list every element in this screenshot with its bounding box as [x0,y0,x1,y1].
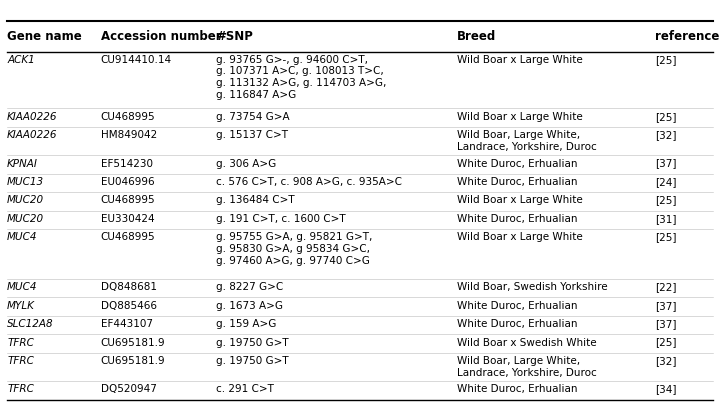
Text: [22]: [22] [655,282,677,292]
Text: CU468995: CU468995 [101,232,156,242]
Text: g. 136484 C>T: g. 136484 C>T [216,195,294,206]
Text: ACK1: ACK1 [7,55,35,65]
Text: EU330424: EU330424 [101,214,154,224]
Text: DQ520947: DQ520947 [101,384,157,394]
Text: CU695181.9: CU695181.9 [101,356,166,366]
Text: TFRC: TFRC [7,356,34,366]
Text: g. 95755 G>A, g. 95821 G>T,
g. 95830 G>A, g 95834 G>C,
g. 97460 A>G, g. 97740 C>: g. 95755 G>A, g. 95821 G>T, g. 95830 G>A… [216,232,372,266]
Text: [25]: [25] [655,55,677,65]
Text: Wild Boar, Large White,
Landrace, Yorkshire, Duroc: Wild Boar, Large White, Landrace, Yorksh… [457,356,597,378]
Text: MUC13: MUC13 [7,177,45,187]
Text: g. 159 A>G: g. 159 A>G [216,319,276,329]
Text: g. 15137 C>T: g. 15137 C>T [216,130,288,140]
Text: TFRC: TFRC [7,384,34,394]
Text: Wild Boar x Large White: Wild Boar x Large White [457,195,583,206]
Text: DQ848681: DQ848681 [101,282,157,292]
Text: reference: reference [655,30,719,42]
Text: [32]: [32] [655,356,677,366]
Text: c. 576 C>T, c. 908 A>G, c. 935A>C: c. 576 C>T, c. 908 A>G, c. 935A>C [216,177,402,187]
Text: g. 306 A>G: g. 306 A>G [216,159,276,169]
Text: c. 291 C>T: c. 291 C>T [216,384,274,394]
Text: HM849042: HM849042 [101,130,157,140]
Text: g. 191 C>T, c. 1600 C>T: g. 191 C>T, c. 1600 C>T [216,214,346,224]
Text: MUC20: MUC20 [7,214,45,224]
Text: CU695181.9: CU695181.9 [101,337,166,348]
Text: [25]: [25] [655,337,677,348]
Text: White Duroc, Erhualian: White Duroc, Erhualian [457,177,577,187]
Text: [37]: [37] [655,319,677,329]
Text: [25]: [25] [655,195,677,206]
Text: Wild Boar, Large White,
Landrace, Yorkshire, Duroc: Wild Boar, Large White, Landrace, Yorksh… [457,130,597,152]
Text: #SNP: #SNP [216,30,253,42]
Text: g. 93765 G>-, g. 94600 C>T,
g. 107371 A>C, g. 108013 T>C,
g. 113132 A>G, g. 1147: g. 93765 G>-, g. 94600 C>T, g. 107371 A>… [216,55,387,100]
Text: [25]: [25] [655,112,677,122]
Text: [24]: [24] [655,177,677,187]
Text: Wild Boar x Large White: Wild Boar x Large White [457,112,583,122]
Text: [34]: [34] [655,384,677,394]
Text: EU046996: EU046996 [101,177,154,187]
Text: [32]: [32] [655,130,677,140]
Text: [31]: [31] [655,214,677,224]
Text: Wild Boar x Swedish White: Wild Boar x Swedish White [457,337,597,348]
Text: EF443107: EF443107 [101,319,153,329]
Text: Breed: Breed [457,30,497,42]
Text: SLC12A8: SLC12A8 [7,319,54,329]
Text: White Duroc, Erhualian: White Duroc, Erhualian [457,384,577,394]
Text: Wild Boar x Large White: Wild Boar x Large White [457,55,583,65]
Text: Wild Boar x Large White: Wild Boar x Large White [457,232,583,242]
Text: KIAA0226: KIAA0226 [7,112,58,122]
Text: DQ885466: DQ885466 [101,301,157,311]
Text: [25]: [25] [655,232,677,242]
Text: EF514230: EF514230 [101,159,153,169]
Text: Gene name: Gene name [7,30,82,42]
Text: KIAA0226: KIAA0226 [7,130,58,140]
Text: g. 73754 G>A: g. 73754 G>A [216,112,289,122]
Text: [37]: [37] [655,301,677,311]
Text: g. 19750 G>T: g. 19750 G>T [216,356,289,366]
Text: CU468995: CU468995 [101,112,156,122]
Text: CU468995: CU468995 [101,195,156,206]
Text: MUC20: MUC20 [7,195,45,206]
Text: Wild Boar, Swedish Yorkshire: Wild Boar, Swedish Yorkshire [457,282,608,292]
Text: [37]: [37] [655,159,677,169]
Text: White Duroc, Erhualian: White Duroc, Erhualian [457,159,577,169]
Text: g. 1673 A>G: g. 1673 A>G [216,301,283,311]
Text: MYLK: MYLK [7,301,35,311]
Text: MUC4: MUC4 [7,232,37,242]
Text: White Duroc, Erhualian: White Duroc, Erhualian [457,214,577,224]
Text: MUC4: MUC4 [7,282,37,292]
Text: White Duroc, Erhualian: White Duroc, Erhualian [457,319,577,329]
Text: g. 8227 G>C: g. 8227 G>C [216,282,283,292]
Text: g. 19750 G>T: g. 19750 G>T [216,337,289,348]
Text: TFRC: TFRC [7,337,34,348]
Text: Accession number: Accession number [101,30,222,42]
Text: KPNAI: KPNAI [7,159,38,169]
Text: White Duroc, Erhualian: White Duroc, Erhualian [457,301,577,311]
Text: CU914410.14: CU914410.14 [101,55,172,65]
